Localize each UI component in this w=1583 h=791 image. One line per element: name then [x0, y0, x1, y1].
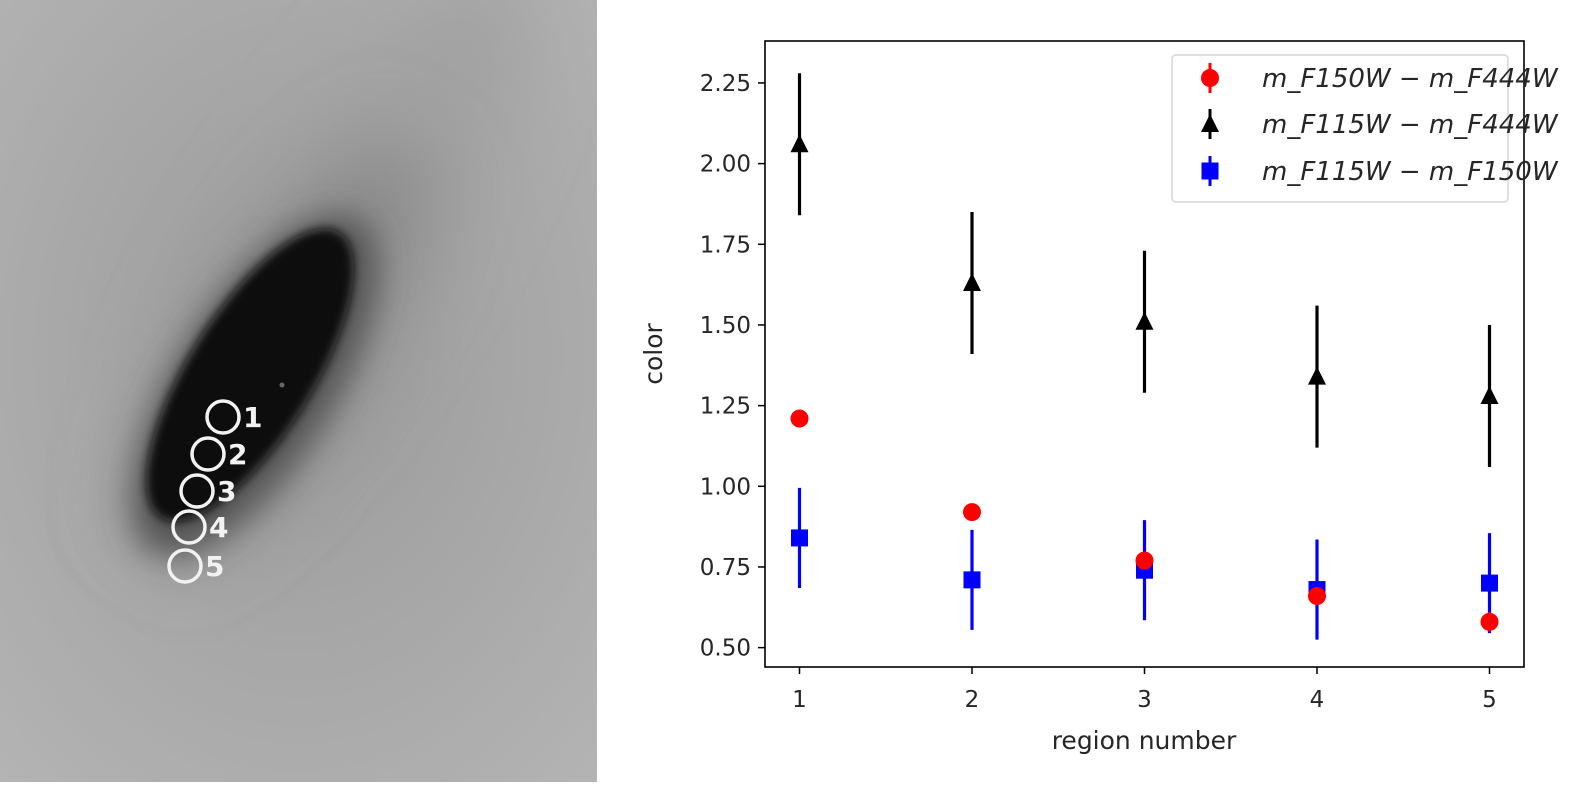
data-point-triangle	[1308, 366, 1326, 385]
region-aperture-label: 3	[217, 475, 236, 508]
y-tick-label: 1.25	[700, 394, 751, 420]
y-tick-label: 1.75	[700, 232, 751, 258]
legend-frame	[1171, 54, 1509, 203]
legend-marker-circle	[1201, 69, 1219, 87]
legend-label: m_F115W − m_F150W	[1262, 157, 1559, 187]
y-tick-label: 0.75	[700, 555, 751, 581]
galaxy-image-panel: 1 2 34 5	[0, 0, 597, 782]
data-point-circle	[790, 409, 809, 428]
legend-marker-square	[1201, 162, 1219, 180]
region-aperture-label: 2	[228, 438, 247, 471]
x-tick-label: 4	[1310, 687, 1325, 713]
y-tick-label: 1.50	[700, 313, 751, 339]
data-point-circle	[1308, 587, 1326, 606]
region-aperture-circle	[167, 548, 203, 584]
data-point-square	[791, 529, 808, 547]
data-point-triangle	[1135, 311, 1154, 330]
data-point-triangle	[963, 273, 981, 292]
x-tick-label: 2	[965, 687, 980, 713]
y-tick-label: 2.25	[700, 71, 751, 97]
legend: m_F150W − m_F444W m_F115W − m_F444W m_F115…	[1171, 54, 1559, 203]
region-aperture-circle	[205, 399, 241, 435]
region-aperture-circle	[190, 436, 226, 472]
legend-entry: m_F115W − m_F150W	[1201, 156, 1559, 187]
y-tick-label: 2.00	[700, 152, 751, 178]
y-tick-label: 0.50	[700, 636, 751, 662]
x-tick-label: 3	[1137, 687, 1152, 713]
region-apertures: 1 2 34 5	[167, 399, 262, 584]
region-aperture-circle	[179, 473, 215, 509]
legend-marker-triangle	[1201, 114, 1219, 132]
legend-entry: m_F115W − m_F444W	[1201, 109, 1559, 140]
legend-entry: m_F150W − m_F444W	[1201, 63, 1559, 94]
region-aperture-circle	[171, 509, 207, 545]
x-axis-label: region number	[1052, 726, 1237, 755]
data-point-circle	[1480, 612, 1499, 631]
series-circle	[790, 409, 1499, 632]
legend-label: m_F115W − m_F444W	[1262, 110, 1559, 140]
data-point-triangle	[1480, 385, 1499, 404]
axis-ticks: 1 2 3 4 5 0.50 0.75 1.00 1.25 1.50 1.75 2.00 2.25	[700, 71, 1497, 713]
data-point-square	[963, 571, 981, 589]
region-aperture-label: 4	[209, 511, 228, 544]
x-tick-label: 5	[1482, 687, 1497, 713]
data-point-circle	[963, 503, 981, 522]
chart-marks	[790, 73, 1499, 640]
legend-label: m_F150W − m_F444W	[1262, 64, 1559, 94]
region-aperture-label: 5	[205, 550, 224, 583]
data-point-triangle	[790, 134, 809, 153]
region-aperture-label: 1	[243, 401, 262, 434]
y-axis-label: color	[639, 322, 668, 384]
y-tick-label: 1.00	[700, 474, 751, 500]
data-point-square	[1481, 574, 1498, 592]
data-point-circle	[1135, 551, 1154, 570]
x-tick-label: 1	[792, 687, 807, 713]
series-triangle	[790, 73, 1499, 467]
galaxy-body	[132, 0, 523, 556]
